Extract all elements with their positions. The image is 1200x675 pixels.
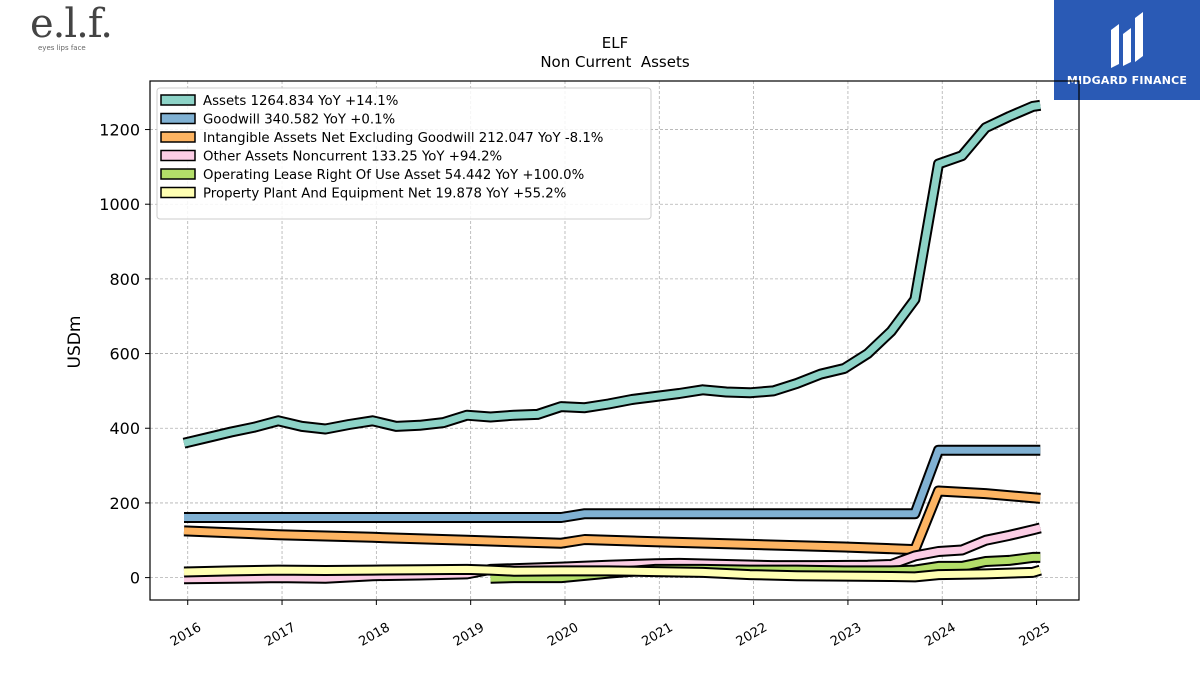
x-tick-label: 2017 xyxy=(262,620,298,650)
legend: Assets 1264.834 YoY +14.1% Goodwill 340.5… xyxy=(156,87,652,220)
y-tick-label: 1200 xyxy=(99,121,140,140)
legend-item: Intangible Assets Net Excluding Goodwill… xyxy=(160,131,603,146)
y-tick-label: 200 xyxy=(109,494,140,513)
series-line-stroke xyxy=(183,101,1041,447)
midgard-emblem-icon xyxy=(1111,12,1143,68)
y-tick-label: 600 xyxy=(109,345,140,364)
y-tick-label: 800 xyxy=(109,270,140,289)
y-tick-label: 400 xyxy=(109,419,140,438)
midgard-finance-logo: MIDGARD FINANCE xyxy=(1054,0,1200,100)
series-line xyxy=(182,99,1042,449)
y-tick-label: 1000 xyxy=(99,195,140,214)
brand-name: MIDGARD FINANCE xyxy=(1066,74,1188,87)
x-tick-label: 2018 xyxy=(357,620,393,650)
y-tick-label: 0 xyxy=(130,569,140,588)
x-tick-label: 2021 xyxy=(639,620,675,650)
series-line xyxy=(183,485,1041,556)
x-tick-label: 2022 xyxy=(734,620,770,650)
legend-swatch xyxy=(160,149,196,162)
legend-item: Other Assets Noncurrent 133.25 YoY +94.2… xyxy=(160,149,502,165)
legend-swatch xyxy=(160,131,196,143)
legend-label: Property Plant And Equipment Net 19.878 … xyxy=(203,187,566,202)
elf-logo-tagline: eyes lips face xyxy=(38,44,86,52)
plot-frame xyxy=(149,80,1080,601)
legend-label: Other Assets Noncurrent 133.25 YoY +94.2… xyxy=(203,150,502,165)
elf-logo: e.l.f. eyes lips face xyxy=(30,1,113,62)
series-line xyxy=(184,444,1041,523)
legend-label: Operating Lease Right Of Use Asset 54.44… xyxy=(203,168,584,183)
series-line xyxy=(183,522,1042,585)
series-line-stroke xyxy=(183,487,1041,554)
chart-title: ELF xyxy=(602,34,628,52)
legend-label: Intangible Assets Net Excluding Goodwill… xyxy=(203,131,603,146)
series-line-stroke xyxy=(184,446,1041,521)
x-tick-label: 2023 xyxy=(828,620,864,650)
legend-item: Property Plant And Equipment Net 19.878 … xyxy=(160,186,566,202)
legend-box xyxy=(156,87,652,220)
legend-item: Goodwill 340.582 YoY +0.1% xyxy=(160,112,395,128)
legend-swatch xyxy=(160,94,196,106)
x-tick-label: 2019 xyxy=(451,620,487,650)
legend-swatch xyxy=(160,112,196,125)
legend-swatch xyxy=(160,186,196,199)
y-axis-label: USDm xyxy=(65,316,85,369)
legend-label: Assets 1264.834 YoY +14.1% xyxy=(203,94,398,109)
x-tick-label: 2020 xyxy=(545,620,581,650)
series-line-outline xyxy=(184,444,1041,523)
legend-item: Operating Lease Right Of Use Asset 54.44… xyxy=(160,168,584,183)
series-line-stroke xyxy=(183,565,1042,581)
legend-swatch xyxy=(160,168,196,180)
legend-item: Assets 1264.834 YoY +14.1% xyxy=(160,94,398,109)
series-lines xyxy=(182,99,1042,585)
x-tick-label: 2024 xyxy=(922,620,958,650)
x-tick-label: 2016 xyxy=(168,620,204,650)
elf-logo-mark: e.l.f. xyxy=(30,1,113,47)
x-tick-label: 2025 xyxy=(1017,620,1053,650)
legend-label: Goodwill 340.582 YoY +0.1% xyxy=(203,113,395,128)
series-line xyxy=(183,563,1042,583)
series-line-stroke xyxy=(183,524,1042,583)
chart-subtitle: Non Current Assets xyxy=(540,53,690,71)
